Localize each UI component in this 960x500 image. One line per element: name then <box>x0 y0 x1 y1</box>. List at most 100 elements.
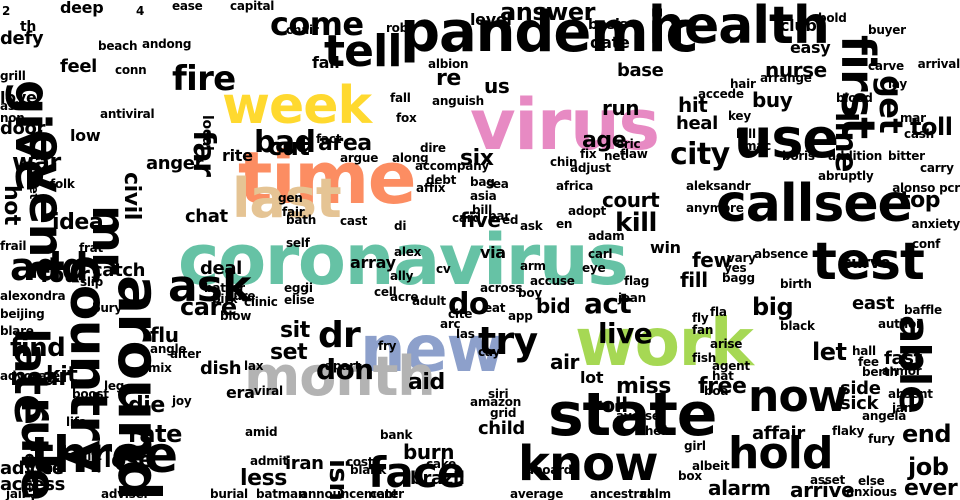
word-yes: yes <box>724 261 747 275</box>
word-calm: calm <box>640 487 671 500</box>
word-lax: lax <box>244 359 264 373</box>
word-adult: adult <box>412 294 446 308</box>
word-fret: fret <box>27 175 41 200</box>
word-affair: affair <box>752 423 805 444</box>
word-grill: grill <box>0 69 26 83</box>
word-dish: dish <box>200 358 242 379</box>
word-vary: vary <box>727 251 756 265</box>
word-alter: alter <box>170 347 201 361</box>
word-door: door <box>0 118 46 139</box>
word-flu: flu <box>150 323 179 347</box>
word-arrival: arrival <box>917 57 960 71</box>
word-area: area <box>318 131 372 156</box>
word-else: else <box>858 474 885 488</box>
word-hit: hit <box>678 93 708 117</box>
word-gen: gen <box>278 191 303 205</box>
word-level: level <box>470 10 512 29</box>
word-access: access <box>0 474 65 495</box>
word-time: time <box>238 136 417 220</box>
word-nurse: nurse <box>765 58 827 82</box>
word-viral: viral <box>254 384 283 398</box>
word-anger: anger <box>146 153 204 174</box>
word-sick: sick <box>840 393 879 414</box>
word-live: live <box>598 317 653 350</box>
word-run: run <box>602 96 640 120</box>
word-anxious: anxious <box>846 485 897 499</box>
word-dr: dr <box>318 315 361 356</box>
word-local: local <box>199 115 215 151</box>
word-bid: bid <box>536 294 571 318</box>
word-pandemic: pandemic <box>400 0 699 65</box>
word-abruptly: abruptly <box>818 169 874 183</box>
word-accuse: accuse <box>530 274 575 288</box>
word-angela: angela <box>862 409 907 423</box>
word-last: last <box>232 167 342 230</box>
word-ever: ever <box>904 476 958 500</box>
word-blare: blare <box>0 324 34 338</box>
word-basis: basis <box>588 17 628 33</box>
word-birx: birx <box>212 292 238 306</box>
word-adjust: adjust <box>570 161 611 175</box>
word-bill: bill <box>472 203 492 217</box>
word-try: try <box>478 319 538 363</box>
word-do: do <box>448 287 489 322</box>
word-bad: bad <box>254 125 316 160</box>
word-few: few <box>692 248 732 272</box>
word-near: near <box>10 363 70 391</box>
word-air: air <box>550 350 580 374</box>
word-carl: carl <box>588 247 613 261</box>
word-tell: tell <box>324 26 402 77</box>
word-announcement: announcement <box>300 487 398 500</box>
word-virus: virus <box>470 84 660 166</box>
word-antiviral: antiviral <box>100 107 155 121</box>
word-apart: apart <box>325 359 361 373</box>
word-week: week <box>222 76 372 136</box>
word-blood: blood <box>836 91 873 105</box>
word-work: work <box>575 304 754 381</box>
word-top: top <box>900 188 941 213</box>
word-love: love <box>0 88 37 107</box>
word-date: date <box>590 33 630 52</box>
word-sea: sea <box>486 177 509 191</box>
word-idea: idea <box>52 210 104 235</box>
word-ii: ii <box>305 281 313 295</box>
word-blow: blow <box>220 309 252 323</box>
word-batman: batman <box>256 487 307 500</box>
word-birth: birth <box>780 277 812 291</box>
word-ed: ed <box>502 213 519 227</box>
word-club: club <box>780 16 817 35</box>
word-find: find <box>10 333 66 363</box>
word-frat: frat <box>79 241 104 255</box>
word-cut: cut <box>268 133 310 161</box>
word-re: re <box>436 66 461 91</box>
word-fact: fact <box>316 132 342 146</box>
word-die: die <box>128 393 165 418</box>
word-arm: arm <box>520 259 546 273</box>
word-answer: answer <box>500 0 595 26</box>
word-carry: carry <box>920 161 954 175</box>
word-era: era <box>226 383 255 402</box>
word-cv: cv <box>436 262 451 276</box>
word-job: job <box>908 453 949 481</box>
word-adviser: adviser <box>101 487 150 500</box>
word-average: average <box>510 487 564 500</box>
word-key: key <box>728 109 751 123</box>
word-flag: flag <box>624 274 650 288</box>
word-adam: adam <box>588 229 625 243</box>
word-health: health <box>648 0 830 56</box>
word-box: box <box>678 469 702 483</box>
word-anxiety: anxiety <box>911 217 960 231</box>
word-add: add <box>10 245 89 289</box>
word-net: net <box>604 149 626 163</box>
word-win: win <box>650 238 681 257</box>
word-aboard: aboard <box>526 463 573 477</box>
word-care: care <box>180 293 237 321</box>
word-agent: agent <box>712 359 750 373</box>
word-hat: hat <box>712 369 734 383</box>
word-fox: fox <box>396 111 417 125</box>
word-cite: cite <box>448 307 473 321</box>
word-civil: civil <box>119 172 144 220</box>
word-ancestral: ancestral <box>590 487 651 500</box>
word-advice: advice <box>0 458 64 479</box>
word-brazil: brazil <box>410 468 465 489</box>
